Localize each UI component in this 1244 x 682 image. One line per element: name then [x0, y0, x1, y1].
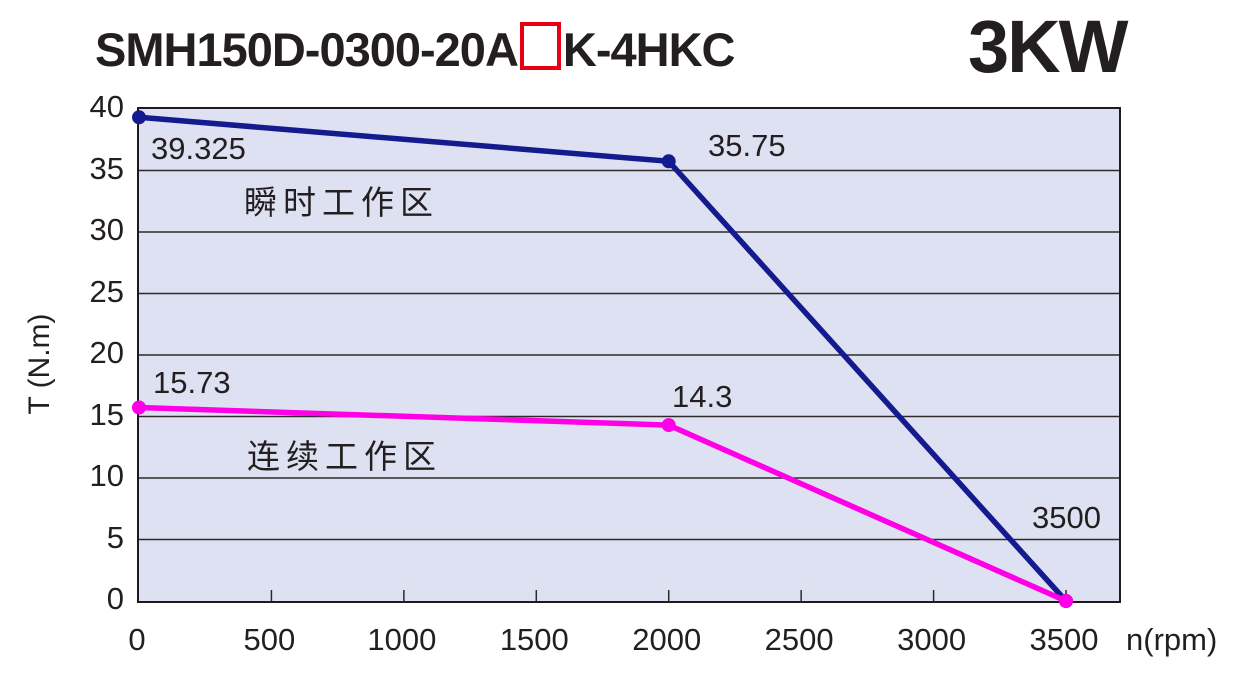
page-title-model-number: SMH150D-0300-20A K-4HKC: [95, 22, 736, 77]
plot-area: [132, 107, 1121, 608]
x-axis-tick-label: 0: [128, 622, 146, 657]
model-option-placeholder-box: [519, 22, 561, 70]
legend-continuous-working-zone: 连续工作区: [247, 438, 442, 475]
y-axis-tick-label: 20: [89, 335, 124, 370]
y-axis-tick-label: 40: [89, 89, 124, 124]
power-rating-label: 3KW: [968, 5, 1128, 88]
data-label-instant-start-torque: 39.325: [151, 131, 246, 166]
data-label-instant-knee-torque: 35.75: [708, 128, 786, 163]
y-axis-tick-label: 0: [106, 581, 124, 616]
model-number-prefix: SMH150D-0300-20A: [95, 23, 519, 76]
y-axis-tick-label: 25: [89, 273, 124, 309]
x-axis-tick-label: 2000: [632, 622, 702, 657]
y-axis-tick-label: 15: [89, 396, 124, 432]
x-axis-tick-label: 3000: [897, 622, 967, 657]
data-label-continuous-knee-torque: 14.3: [672, 379, 733, 414]
data-label-continuous-start-torque: 15.73: [153, 365, 231, 400]
x-axis-tick-label: 500: [243, 622, 296, 657]
y-axis-tick-label: 5: [106, 519, 124, 555]
legend-instant-working-zone: 瞬时工作区: [244, 184, 439, 221]
model-number-suffix: K-4HKC: [562, 23, 736, 76]
y-axis-tick-label: 30: [89, 212, 124, 247]
chart-series-canvas: [132, 110, 1119, 608]
x-axis-tick-label: 1000: [367, 622, 437, 657]
x-axis-tick-label: 2500: [764, 622, 834, 657]
data-label-max-speed: 3500: [1032, 500, 1101, 535]
y-axis-tick-label: 35: [89, 150, 124, 186]
y-axis-tick-label: 10: [89, 458, 124, 493]
x-axis-unit-label: n(rpm): [1126, 622, 1218, 657]
x-axis-tick-label: 3500: [1029, 622, 1099, 657]
x-axis-tick-label: 1500: [499, 622, 569, 657]
